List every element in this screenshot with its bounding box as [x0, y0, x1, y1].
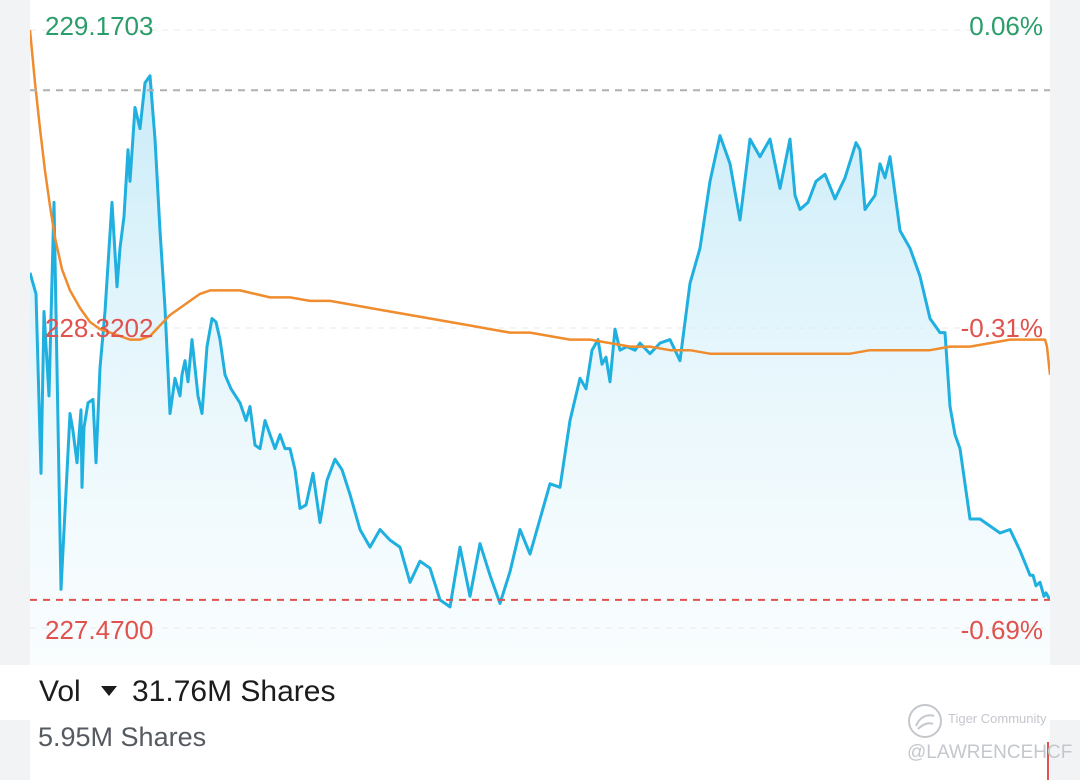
volume-axis-label: 5.95M Shares: [38, 722, 207, 752]
volume-bar: [1047, 742, 1049, 780]
intraday-price-chart: [30, 29, 1050, 665]
y-tick-mid-percent: -0.31%: [960, 313, 1043, 343]
y-tick-bottom-price: 227.4700: [45, 615, 154, 645]
tiger-logo-icon: [908, 704, 942, 738]
average-price-line: [30, 29, 1050, 375]
y-tick-bottom-percent: -0.69%: [960, 615, 1043, 645]
y-tick-mid-price: 228.3202: [45, 313, 154, 343]
volume-panel: [30, 720, 1050, 780]
y-tick-top-percent: 0.06%: [969, 11, 1043, 41]
y-tick-top-price: 229.1703: [45, 11, 154, 41]
watermark-username: @LAWRENCEHCF: [907, 742, 1073, 763]
volume-indicator-selector[interactable]: Vol: [39, 675, 81, 708]
price-area-fill: [30, 75, 1050, 665]
volume-total: 31.76M Shares: [132, 675, 336, 708]
volume-header-bar: [0, 665, 1080, 720]
price-line: [30, 74, 1050, 609]
watermark-brand: Tiger Community: [948, 711, 1047, 726]
price-chart-panel: [30, 0, 1050, 665]
caret-down-icon[interactable]: [101, 686, 117, 696]
